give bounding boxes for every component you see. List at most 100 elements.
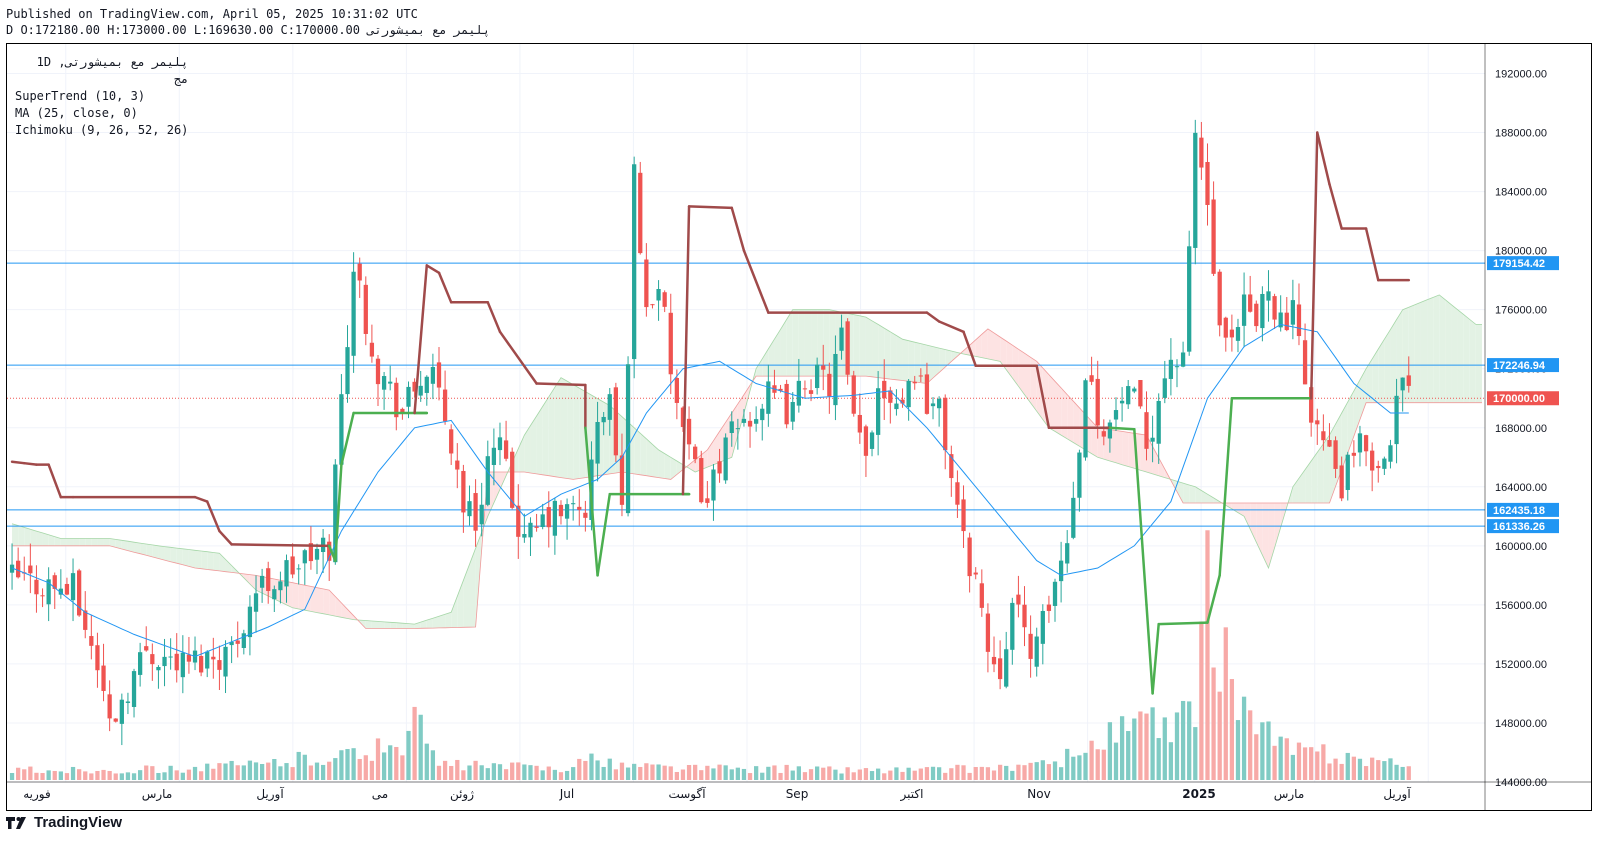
volume-bar (510, 762, 515, 780)
price-chart[interactable]: 192000.00 188000.00 184000.00 180000.00 1760… (7, 44, 1591, 810)
volume-bar (241, 765, 246, 780)
candle-body (857, 414, 862, 433)
grid-lines (7, 44, 1485, 783)
candle-body (930, 403, 936, 407)
cloud-segment (1414, 302, 1421, 403)
chart-frame[interactable]: 192000.00 188000.00 184000.00 180000.00 1760… (6, 43, 1592, 811)
volume-bar (1272, 745, 1277, 780)
candle-body (137, 652, 143, 675)
cloud-segment (140, 543, 147, 556)
time-tick-label: آوریل (256, 786, 284, 802)
cloud-segment (1244, 503, 1251, 530)
volume-bar (308, 765, 314, 780)
legend-ichimoku[interactable]: Ichimoku (9, 26, 52, 26) (15, 123, 189, 137)
volume-bar (723, 765, 728, 780)
candle-body (369, 342, 375, 357)
candle-body (198, 656, 204, 673)
time-tick-label: مارس (1274, 787, 1305, 802)
candle-body (662, 292, 667, 307)
volume-bar (479, 765, 484, 780)
cloud-segment (1420, 299, 1428, 403)
volume-bar (1400, 766, 1405, 780)
candle-body (77, 570, 82, 616)
cloud-segment (48, 534, 55, 546)
candle-body (1193, 132, 1198, 248)
tradingview-brand[interactable]: TradingView (6, 814, 122, 831)
cloud-segment (1298, 469, 1306, 504)
time-tick-label: 2025 (1182, 787, 1215, 801)
volume-bar (796, 766, 801, 780)
candle-body (699, 458, 704, 503)
candle-body (40, 595, 45, 597)
cloud-segment (1475, 324, 1482, 403)
supertrend-segment (413, 264, 429, 415)
cloud-segment (646, 438, 653, 477)
cloud-segment (1341, 401, 1348, 470)
volume-bar (1138, 711, 1143, 780)
cloud-segment (573, 384, 580, 480)
volume-bar (583, 760, 588, 780)
candle-body (58, 588, 63, 595)
time-tick-label: آوریل (1383, 786, 1411, 802)
candle-body (674, 377, 679, 403)
volume-bar (1351, 756, 1357, 780)
legend-ma[interactable]: MA (25, close, 0) (15, 106, 138, 120)
candle-body (46, 579, 51, 605)
hline-price-tag (1487, 519, 1559, 534)
cloud-segment (91, 538, 98, 546)
cloud-segment (981, 328, 988, 359)
supertrend-segment (230, 543, 331, 548)
legend-supertrend[interactable]: SuperTrend (10, 3) (15, 89, 146, 103)
candle-body (997, 658, 1003, 680)
candle-body (1229, 329, 1235, 338)
volume-bar (442, 760, 448, 780)
horizontal-lines (7, 262, 1485, 527)
hline-price-tag (1487, 502, 1559, 517)
cloud-segment (384, 621, 391, 629)
cloud-segment (115, 539, 122, 550)
volume-bar (156, 772, 161, 780)
candle-body (778, 388, 783, 391)
cloud-segment (152, 544, 159, 559)
cloud-segment (1305, 460, 1312, 504)
volume-bar (1229, 679, 1235, 780)
cloud-segment (1372, 349, 1379, 403)
candle-body (9, 564, 15, 573)
volume-bar (930, 766, 936, 780)
candle-body (1315, 420, 1320, 425)
cloud-segment (1091, 421, 1098, 458)
volume-bar (22, 769, 27, 780)
published-line: Published on TradingView.com, April 05, … (6, 7, 418, 21)
cloud-segment (1073, 401, 1080, 447)
cloud-segment (1469, 319, 1476, 403)
volume-bar (1010, 770, 1015, 780)
candle-body (339, 394, 344, 465)
volume-bar (1150, 707, 1155, 780)
hline-price-label: 161336.26 (1493, 521, 1545, 533)
cloud-segment (134, 542, 141, 554)
supertrend-segment (681, 205, 691, 496)
cloud-segment (1006, 341, 1013, 378)
hline-price-label: 162435.18 (1493, 505, 1545, 517)
volume-bar (131, 773, 137, 780)
ma-line (11, 323, 1409, 658)
candle-body (52, 575, 57, 589)
supertrend-segment (218, 529, 233, 546)
price-tick-label: 184000.00 (1495, 187, 1547, 199)
cloud-segment (195, 550, 202, 569)
volume-bar (1370, 757, 1375, 780)
cloud-segment (158, 545, 165, 561)
volume-bar (1248, 710, 1253, 780)
cloud-segment (1378, 339, 1385, 403)
candle-body (875, 388, 881, 435)
candle-body (16, 560, 21, 578)
candle-body (546, 507, 551, 528)
volume-bar (564, 770, 570, 780)
candle-body (1028, 633, 1033, 659)
candle-body (693, 446, 698, 460)
cloud-segment (127, 541, 135, 553)
candle-body (815, 364, 820, 389)
legend-symbol[interactable]: پلیمر مع بمیشورتی, 1D (36, 55, 189, 69)
volume-bar (1107, 722, 1113, 780)
candle-body (113, 718, 118, 722)
